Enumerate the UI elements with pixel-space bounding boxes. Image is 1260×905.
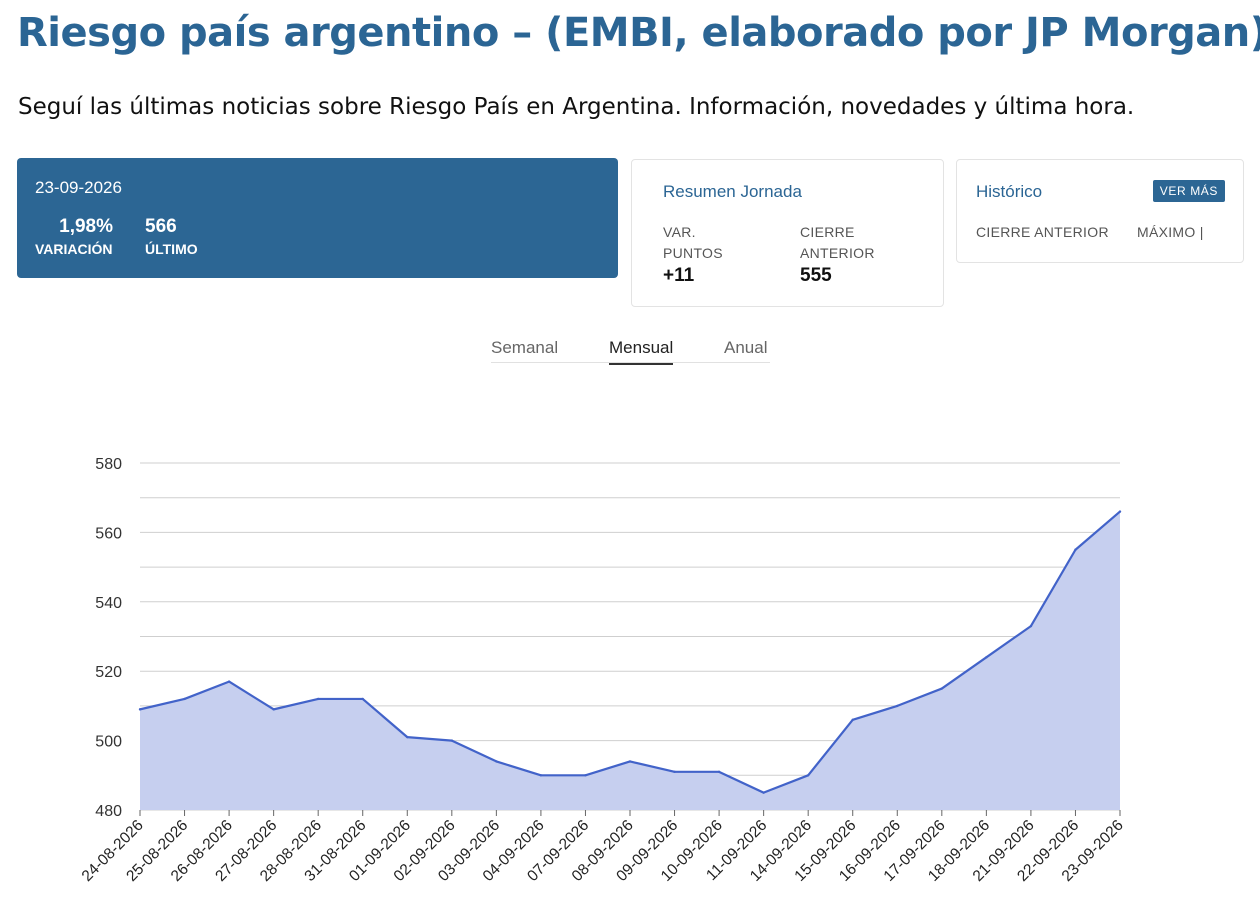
resumen-title: Resumen Jornada [663, 182, 802, 201]
y-tick-label: 560 [95, 525, 122, 542]
y-tick-label: 520 [95, 664, 122, 681]
data-point [762, 791, 765, 794]
variation-value: 1,98% [59, 216, 113, 237]
data-point [361, 697, 364, 701]
period-tabs: Semanal Mensual Anual [491, 338, 770, 365]
var-label-line1: VAR. [663, 224, 696, 240]
data-point [138, 708, 142, 711]
last-value: 566 [145, 216, 177, 237]
historico-card: Histórico VER MÁS CIERRE ANTERIOR MÁXIMO… [956, 159, 1244, 263]
data-point [450, 739, 454, 742]
page-title: Riesgo país argentino – (EMBI, elaborado… [17, 10, 1260, 56]
historico-title: Histórico [976, 182, 1043, 201]
data-point [940, 687, 944, 690]
y-tick-label: 540 [95, 595, 122, 612]
historico-maximo-label: MÁXIMO | [1137, 224, 1204, 240]
data-point [1074, 548, 1077, 551]
var-puntos-value: +11 [663, 265, 695, 286]
data-point [227, 680, 231, 683]
y-tick-label: 500 [95, 734, 122, 751]
data-point [495, 760, 498, 763]
cierre-label-line1: CIERRE [800, 224, 855, 240]
tab-mensual[interactable]: Mensual [609, 338, 674, 365]
data-point [806, 774, 810, 777]
resumen-jornada-card: Resumen Jornada VAR. PUNTOS +11 CIERRE A… [631, 159, 944, 307]
tab-anual[interactable]: Anual [724, 338, 768, 357]
data-point [584, 774, 587, 777]
last-label: ÚLTIMO [145, 241, 198, 257]
data-point [272, 708, 275, 711]
data-point [406, 735, 409, 739]
data-point [985, 656, 988, 659]
data-point [896, 704, 899, 708]
cierre-anterior-label: CIERRE ANTERIOR [800, 222, 875, 264]
y-tick-label: 480 [95, 803, 122, 820]
cierre-label-line2: ANTERIOR [800, 245, 875, 261]
data-point [539, 774, 543, 777]
variation-label: VARIACIÓN [35, 241, 113, 257]
summary-date: 23-09-2026 [35, 178, 122, 197]
tab-semanal[interactable]: Semanal [491, 338, 559, 357]
historico-cierre-label: CIERRE ANTERIOR [976, 224, 1109, 240]
var-label-line2: PUNTOS [663, 245, 723, 261]
var-puntos-label: VAR. PUNTOS [663, 222, 723, 264]
summary-card: 23-09-2026 1,98% VARIACIÓN 566 ÚLTIMO [17, 158, 618, 278]
cierre-anterior-value: 555 [800, 265, 832, 286]
data-point [673, 770, 676, 774]
data-point [628, 760, 632, 763]
data-point [851, 718, 854, 721]
series-area [140, 511, 1120, 810]
y-tick-label: 580 [95, 456, 122, 473]
ver-mas-button[interactable]: VER MÁS [1152, 180, 1225, 202]
data-point [717, 770, 721, 774]
data-point [1118, 510, 1122, 513]
data-point [316, 697, 320, 701]
data-point [183, 697, 186, 701]
data-point [1029, 624, 1033, 628]
page-subtitle: Seguí las últimas noticias sobre Riesgo … [18, 94, 1135, 120]
